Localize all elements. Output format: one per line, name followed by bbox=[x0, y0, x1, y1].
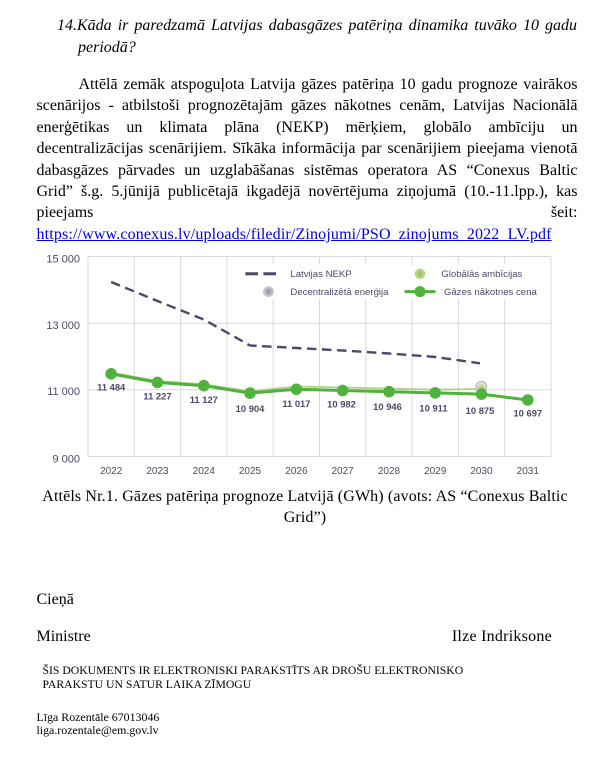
svg-text:2023: 2023 bbox=[146, 466, 169, 476]
svg-text:10 904: 10 904 bbox=[236, 403, 265, 414]
svg-text:10 875: 10 875 bbox=[466, 405, 495, 416]
svg-text:Globālās ambīcijas: Globālās ambīcijas bbox=[441, 269, 522, 280]
svg-text:10 946: 10 946 bbox=[373, 401, 402, 412]
svg-text:11 017: 11 017 bbox=[282, 398, 310, 409]
svg-text:10 697: 10 697 bbox=[513, 408, 542, 419]
svg-text:2026: 2026 bbox=[285, 466, 308, 476]
svg-text:11 227: 11 227 bbox=[143, 391, 171, 402]
svg-text:2031: 2031 bbox=[517, 466, 540, 476]
svg-text:2024: 2024 bbox=[193, 466, 216, 476]
svg-text:2022: 2022 bbox=[100, 466, 123, 476]
svg-text:11 484: 11 484 bbox=[97, 381, 126, 392]
svg-text:2028: 2028 bbox=[378, 466, 401, 476]
svg-text:2025: 2025 bbox=[239, 466, 262, 476]
svg-text:15 000: 15 000 bbox=[46, 253, 80, 265]
svg-text:13 000: 13 000 bbox=[46, 320, 80, 332]
svg-text:2027: 2027 bbox=[331, 466, 354, 476]
svg-text:Decentralizētā enerģija: Decentralizētā enerģija bbox=[290, 287, 389, 298]
svg-text:10 911: 10 911 bbox=[419, 403, 447, 414]
svg-text:11 127: 11 127 bbox=[190, 394, 218, 405]
svg-text:Gāzes nākotnes cena: Gāzes nākotnes cena bbox=[444, 287, 537, 298]
svg-text:2029: 2029 bbox=[424, 466, 447, 476]
svg-text:10 982: 10 982 bbox=[327, 399, 356, 410]
svg-text:Latvijas NEKP: Latvijas NEKP bbox=[290, 269, 351, 280]
svg-text:11 000: 11 000 bbox=[47, 386, 80, 398]
svg-text:2030: 2030 bbox=[470, 466, 493, 476]
svg-text:9 000: 9 000 bbox=[52, 453, 80, 465]
